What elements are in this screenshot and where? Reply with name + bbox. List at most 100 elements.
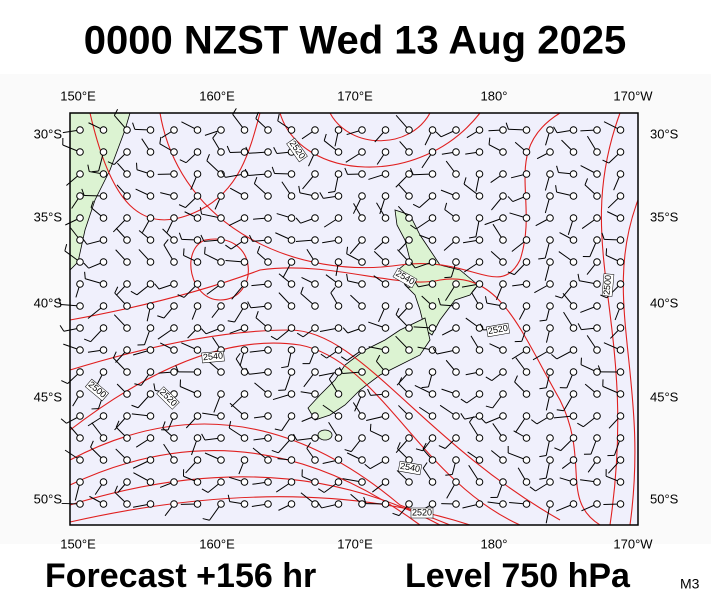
station xyxy=(76,302,84,310)
station xyxy=(381,412,390,420)
station xyxy=(240,214,249,222)
station xyxy=(240,478,249,486)
station xyxy=(193,478,202,486)
station xyxy=(381,126,390,134)
station xyxy=(452,126,460,134)
station xyxy=(217,368,225,376)
barb-feather xyxy=(551,353,558,360)
barb-feather xyxy=(202,518,210,521)
station xyxy=(264,170,272,178)
barb-feather xyxy=(539,319,547,322)
station xyxy=(193,258,202,266)
latitude-label: 50°S xyxy=(650,491,679,506)
station xyxy=(405,148,413,156)
station xyxy=(193,368,202,376)
station xyxy=(452,170,460,178)
station xyxy=(452,368,460,376)
longitude-label: 170°E xyxy=(337,88,373,103)
station xyxy=(99,170,108,178)
station xyxy=(334,170,343,178)
barb-feather xyxy=(83,338,91,343)
station xyxy=(616,302,625,310)
longitude-label: 150°E xyxy=(60,536,96,551)
barb-feather xyxy=(485,376,493,382)
station xyxy=(146,346,155,354)
station xyxy=(428,500,437,508)
barb-feather xyxy=(175,365,179,373)
barb-feather xyxy=(154,283,160,290)
station xyxy=(475,302,484,310)
station xyxy=(76,500,84,508)
station xyxy=(311,236,319,244)
station xyxy=(593,148,601,156)
station xyxy=(146,302,155,310)
station xyxy=(170,434,178,442)
station xyxy=(546,170,554,178)
barb-feather xyxy=(600,294,608,299)
station xyxy=(146,192,155,200)
barb-feather xyxy=(200,234,205,242)
barb-feather xyxy=(479,323,484,331)
barb-feather xyxy=(61,380,68,385)
station xyxy=(264,148,272,156)
station xyxy=(334,390,343,398)
station xyxy=(546,368,554,376)
station xyxy=(146,456,155,464)
station xyxy=(264,456,272,464)
station xyxy=(358,126,366,134)
station xyxy=(405,500,413,508)
station xyxy=(522,412,531,420)
station xyxy=(76,258,84,266)
station xyxy=(334,500,343,508)
station xyxy=(546,258,554,266)
barb-feather xyxy=(271,166,275,174)
station xyxy=(475,148,484,156)
station xyxy=(287,280,296,288)
barb-feather xyxy=(415,448,423,452)
station xyxy=(264,478,272,486)
barb-feather xyxy=(83,262,90,269)
station xyxy=(452,236,460,244)
station xyxy=(546,412,554,420)
station xyxy=(522,302,531,310)
station xyxy=(452,346,460,354)
latitude-label: 40°S xyxy=(34,295,63,310)
station xyxy=(381,456,390,464)
station xyxy=(499,434,507,442)
station xyxy=(616,170,625,178)
station xyxy=(170,302,178,310)
station xyxy=(311,258,319,266)
station xyxy=(475,236,484,244)
barb-feather xyxy=(130,290,138,296)
station xyxy=(76,280,84,288)
station xyxy=(616,500,625,508)
station xyxy=(569,280,578,288)
barb-feather xyxy=(539,387,547,390)
station xyxy=(358,390,366,398)
station xyxy=(428,236,437,244)
station xyxy=(405,126,413,134)
barb-feather xyxy=(317,501,323,509)
barb-feather xyxy=(485,405,493,409)
barb-feather xyxy=(212,132,218,139)
barb-feather xyxy=(253,176,258,184)
station xyxy=(428,368,437,376)
barb-feather xyxy=(339,366,343,374)
station xyxy=(99,148,108,156)
station xyxy=(193,148,202,156)
barb-feather xyxy=(306,442,312,449)
station xyxy=(546,456,554,464)
station xyxy=(264,368,272,376)
station xyxy=(311,126,319,134)
station xyxy=(217,324,225,332)
station xyxy=(616,192,625,200)
station xyxy=(217,302,225,310)
barb-feather xyxy=(367,388,372,396)
station xyxy=(452,324,460,332)
contour-label-box xyxy=(201,350,225,364)
station xyxy=(99,126,108,134)
station xyxy=(217,434,225,442)
barb-feather xyxy=(320,353,327,359)
station xyxy=(452,214,460,222)
station xyxy=(428,258,437,266)
